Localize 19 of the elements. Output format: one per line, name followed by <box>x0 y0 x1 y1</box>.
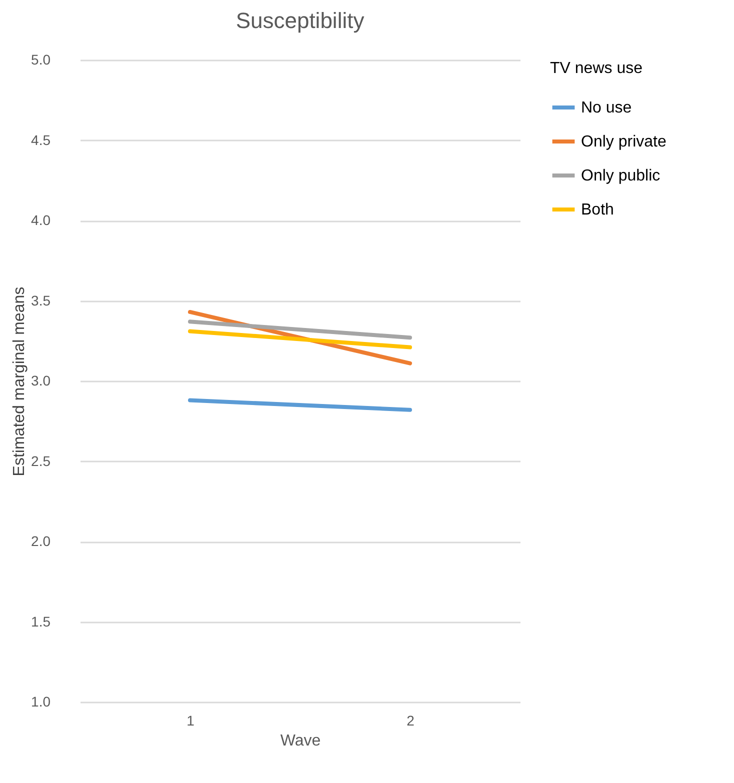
y-tick-label: 2.5 <box>31 452 51 469</box>
y-tick-label: 2.0 <box>31 533 51 549</box>
legend-label: No use <box>581 100 632 116</box>
legend-label: Both <box>581 202 614 218</box>
legend-label: Only public <box>581 168 660 184</box>
y-axis-title: Estimated marginal means <box>11 286 28 476</box>
y-tick-label: 3.5 <box>31 292 51 308</box>
y-tick-label: 4.0 <box>31 212 51 228</box>
legend-title: TV news use <box>550 60 643 77</box>
y-tick-label: 1.0 <box>31 694 51 710</box>
y-tick-label: 3.0 <box>31 372 51 388</box>
y-tick-label: 1.5 <box>31 613 51 630</box>
legend-label: Only private <box>581 134 666 150</box>
x-tick-label: 2 <box>406 712 415 728</box>
y-tick-label: 5.0 <box>31 52 51 68</box>
y-tick-label: 4.5 <box>31 132 51 148</box>
x-tick-label: 1 <box>186 712 195 728</box>
x-axis-title: Wave <box>280 732 321 750</box>
chart-title: Susceptibility <box>236 8 364 33</box>
